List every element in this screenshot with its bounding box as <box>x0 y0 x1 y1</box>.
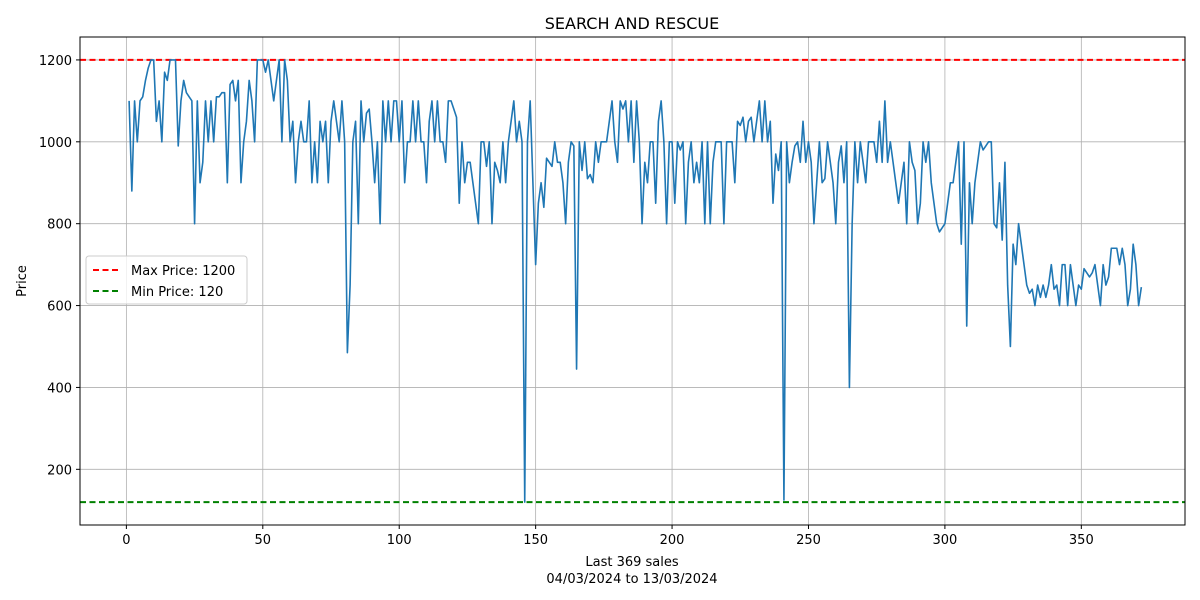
x-tick-label: 150 <box>523 533 548 548</box>
x-tick-label: 50 <box>255 533 272 548</box>
x-axis-label-line1: Last 369 sales <box>585 555 679 570</box>
legend-label-max-price: Max Price: 1200 <box>131 264 235 279</box>
x-tick-label: 350 <box>1069 533 1094 548</box>
y-tick-label: 400 <box>47 381 72 396</box>
y-axis-ticks: 200 400 600 800 1000 1200 <box>39 54 80 478</box>
x-axis-ticks: 0 50 100 150 200 250 300 350 <box>122 525 1094 548</box>
reference-lines <box>80 58 1185 504</box>
series-group <box>128 59 1143 503</box>
y-tick-label: 200 <box>47 463 72 478</box>
y-axis-label: Price <box>15 265 30 297</box>
x-tick-label: 300 <box>932 533 957 548</box>
y-tick-label: 1200 <box>39 54 72 69</box>
y-tick-label: 1000 <box>39 136 72 151</box>
y-tick-label: 800 <box>47 218 72 233</box>
x-tick-label: 0 <box>122 533 130 548</box>
x-tick-label: 250 <box>796 533 821 548</box>
price-series-line <box>128 59 1143 503</box>
legend-label-min-price: Min Price: 120 <box>131 285 223 300</box>
x-tick-label: 200 <box>660 533 685 548</box>
x-axis-label-line2: 04/03/2024 to 13/03/2024 <box>546 572 717 587</box>
x-tick-label: 100 <box>387 533 412 548</box>
plot-frame <box>79 36 1186 526</box>
y-tick-label: 600 <box>47 300 72 315</box>
legend-box <box>85 255 248 305</box>
legend: Max Price: 1200 Min Price: 120 <box>85 255 248 305</box>
chart-title: SEARCH AND RESCUE <box>545 14 720 33</box>
